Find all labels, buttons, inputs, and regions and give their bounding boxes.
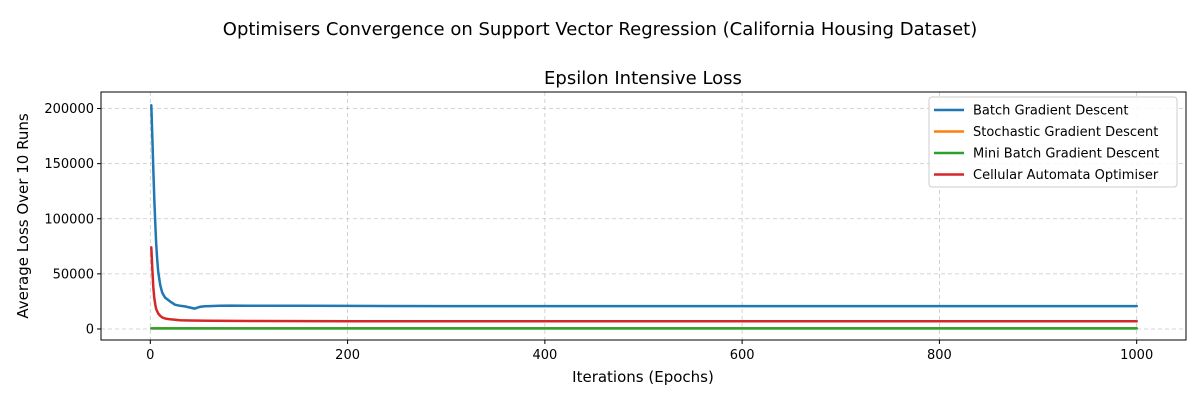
legend: Batch Gradient Descent Stochastic Gradien… (928, 96, 1178, 188)
x-tick-label: 0 (146, 348, 154, 363)
x-tick-label: 800 (927, 348, 952, 363)
legend-entries: Batch Gradient Descent Stochastic Gradien… (934, 104, 1159, 183)
series-line-1 (150, 103, 1138, 310)
y-tick-label: 200000 (44, 102, 94, 117)
series-line-4 (150, 246, 1138, 323)
x-tick-label: 200 (335, 348, 360, 363)
y-tick-label: 100000 (44, 212, 94, 227)
axis-ticks: 0 200 400 600 800 1000 0 50000 100000 150000 20000… (44, 102, 1153, 363)
x-tick-label: 400 (532, 348, 557, 363)
series-lines (150, 103, 1138, 330)
plot-frame (100, 91, 1187, 341)
legend-label-1: Batch Gradient Descent (973, 104, 1128, 119)
y-tick-label: 150000 (44, 157, 94, 172)
legend-label-2: Stochastic Gradient Descent (973, 125, 1158, 140)
legend-label-4: Cellular Automata Optimiser (973, 168, 1159, 183)
x-axis-label: Iterations (Epochs) (572, 368, 714, 386)
legend-box (928, 96, 1178, 188)
y-axis-label: Average Loss Over 10 Runs (14, 113, 32, 318)
legend-label-3: Mini Batch Gradient Descent (973, 147, 1159, 162)
y-tick-label: 50000 (53, 267, 94, 282)
x-tick-label: 1000 (1120, 348, 1153, 363)
y-tick-label: 0 (86, 322, 94, 337)
x-tick-label: 600 (730, 348, 755, 363)
chart-title: Epsilon Intensive Loss (544, 68, 742, 89)
figure-suptitle: Optimisers Convergence on Support Vector… (223, 19, 977, 40)
